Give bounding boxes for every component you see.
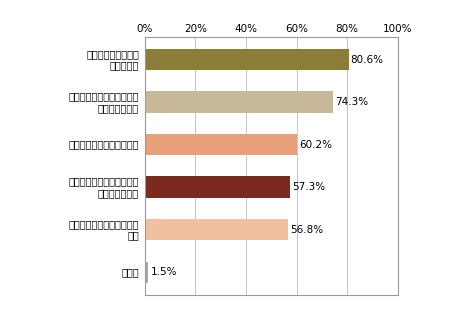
Text: 74.3%: 74.3% <box>334 97 367 107</box>
Bar <box>144 176 289 198</box>
Bar <box>144 91 332 113</box>
Bar <box>144 219 288 240</box>
Bar <box>144 134 296 155</box>
Bar <box>144 49 348 70</box>
Text: 60.2%: 60.2% <box>299 140 331 150</box>
Bar <box>144 262 148 283</box>
Text: 57.3%: 57.3% <box>291 182 324 192</box>
Text: 1.5%: 1.5% <box>150 267 177 277</box>
Text: 56.8%: 56.8% <box>290 225 323 235</box>
Text: 80.6%: 80.6% <box>350 55 383 64</box>
